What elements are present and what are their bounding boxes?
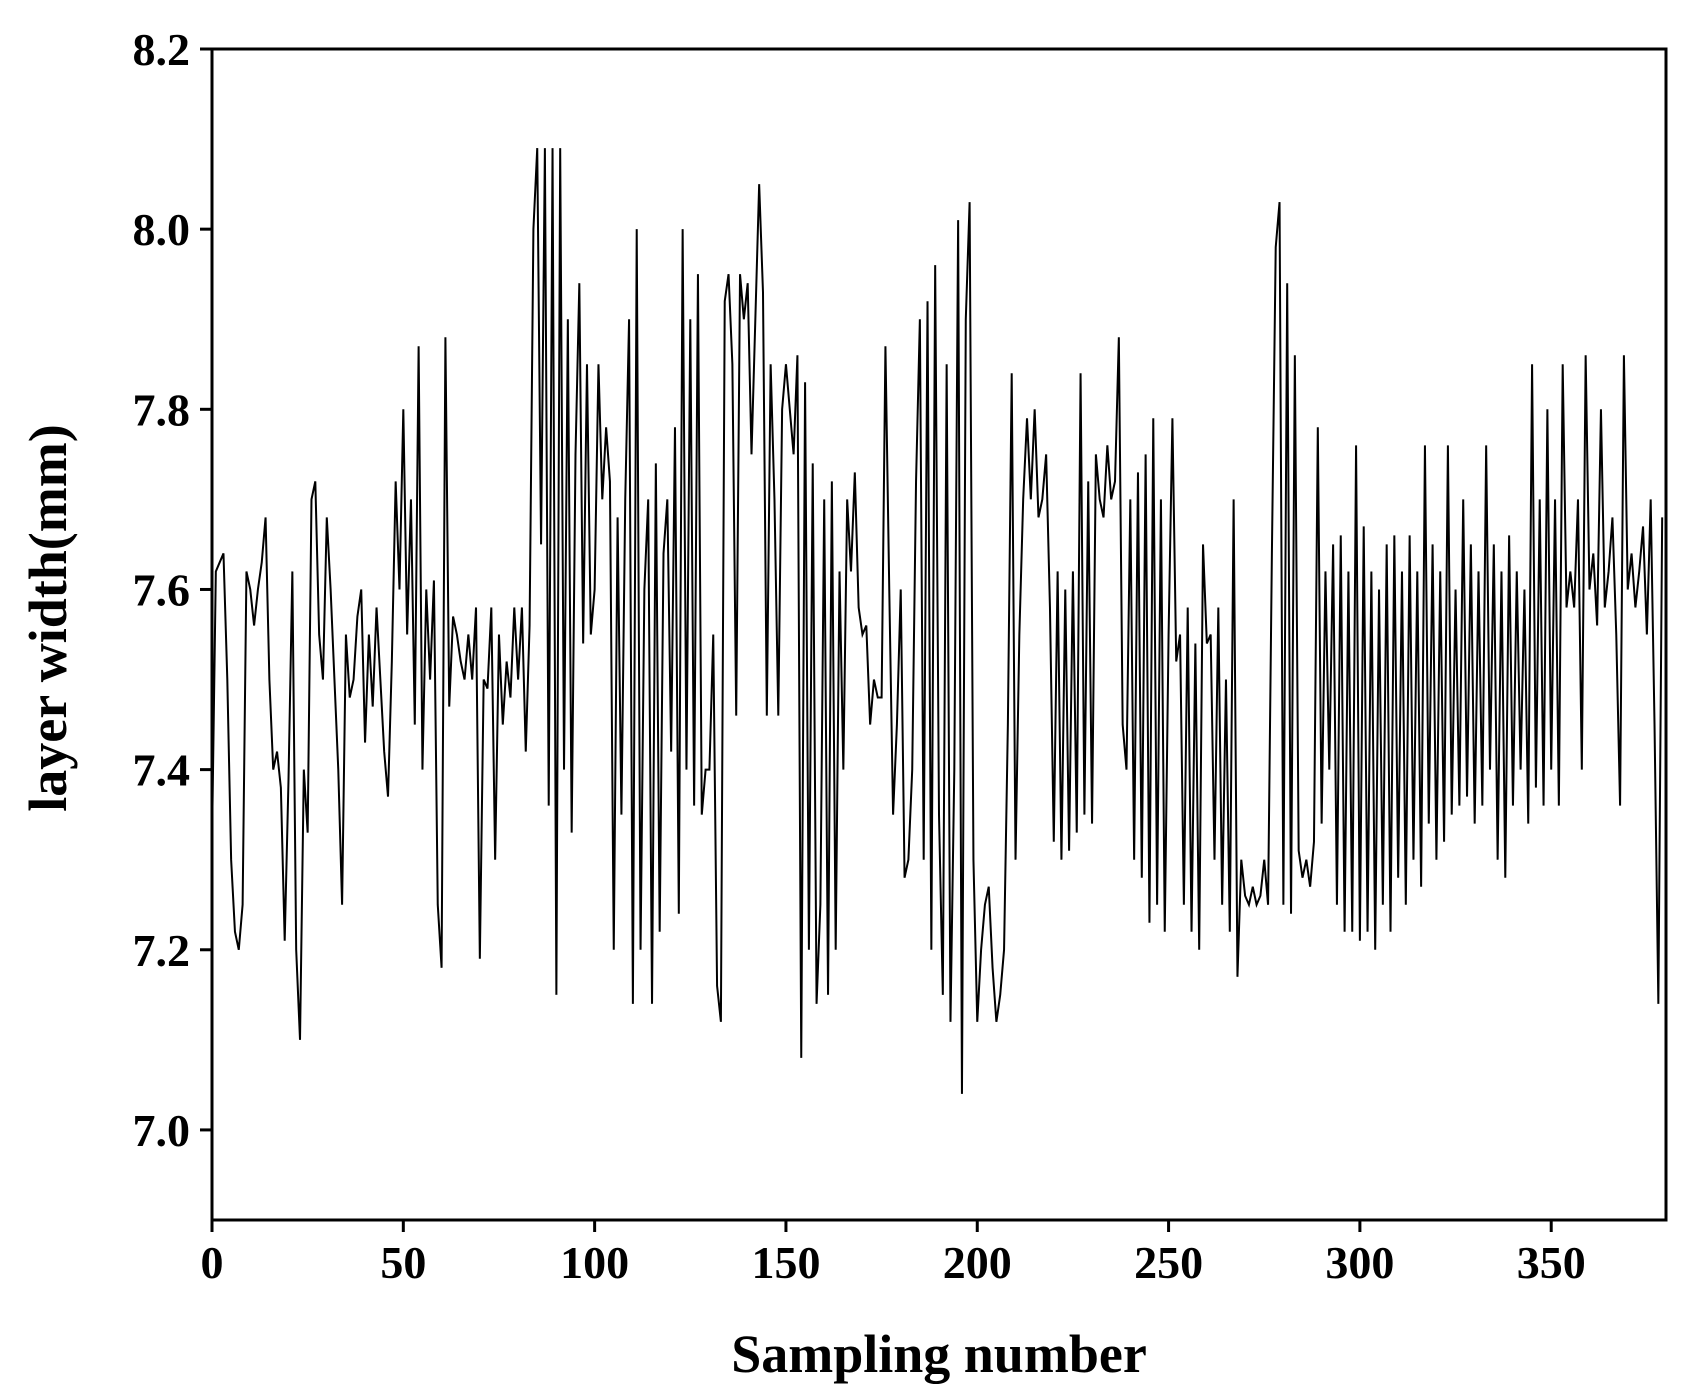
x-tick-label: 150 (751, 1237, 820, 1288)
y-tick-label: 7.6 (133, 564, 191, 615)
y-axis-title: layer width(mm) (18, 424, 78, 811)
y-tick-label: 7.8 (133, 384, 191, 435)
y-tick-label: 7.2 (133, 925, 191, 976)
data-line (211, 148, 1664, 1094)
y-tick-label: 7.0 (133, 1105, 191, 1156)
y-tick-label: 8.2 (133, 24, 191, 75)
y-tick-label: 8.0 (133, 204, 191, 255)
x-tick-label: 250 (1134, 1237, 1203, 1288)
x-tick-label: 350 (1517, 1237, 1586, 1288)
x-tick-label: 200 (943, 1237, 1012, 1288)
plot-frame (210, 47, 1668, 1222)
x-axis-title: Sampling number (731, 1324, 1147, 1384)
x-tick-label: 50 (380, 1237, 426, 1288)
x-tick-label: 0 (201, 1237, 224, 1288)
x-tick-label: 100 (560, 1237, 629, 1288)
x-tick-label: 300 (1325, 1237, 1394, 1288)
y-tick-label: 7.4 (133, 745, 191, 796)
